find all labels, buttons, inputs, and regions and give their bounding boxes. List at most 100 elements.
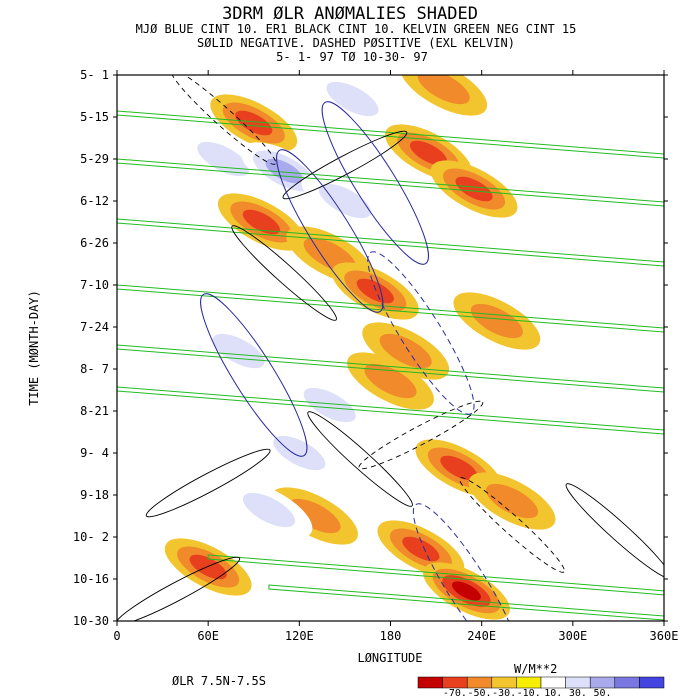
colorbar-level-label: 10. [544,688,562,699]
kelvin-contour [268,584,664,621]
anomaly-blob [347,352,434,410]
anomaly-level [288,498,341,534]
y-tick-label: 10-16 [73,572,109,586]
mjo-contour [200,293,308,457]
x-tick-label: 300E [558,629,587,643]
anomaly-level [273,435,326,471]
anomaly-level [189,554,227,580]
colorbar-swatch [466,676,493,689]
y-tick-label: 8-21 [80,404,109,418]
footer-region-label: ØLR 7.5N-7.5S [172,674,266,688]
colorbar-level-label: -50. [467,688,491,699]
er1-contour [170,75,277,165]
anomaly-blob [225,481,313,539]
kelvin-contour [117,386,664,435]
colorbar-level-label: -70. [443,688,467,699]
colorbar-level-label: 50. [593,688,611,699]
chart-subtitle-3: 5- 1- 97 TØ 10-30- 97 [276,50,428,64]
anomaly-blob [210,94,298,152]
er1-contour [231,225,337,321]
y-tick-label: 6-26 [80,236,109,250]
anomaly-level [235,110,273,136]
er1-contour [565,483,664,579]
x-tick-label: 120E [285,629,314,643]
anomaly-level [356,278,394,304]
anomaly-blob [309,75,396,128]
anomaly-blob [286,376,374,434]
anomaly-level [303,387,356,423]
anomaly-blob [559,226,647,284]
colorbar-level-label: -30. [492,688,516,699]
x-axis-label: LØNGITUDE [357,651,422,665]
anomaly-level [440,455,478,481]
y-axis-label: TIME (MØNTH-DAY) [27,290,41,406]
colorbar-level-label: -10. [517,688,541,699]
y-tick-label: 9-18 [80,488,109,502]
anomaly-level [379,333,432,369]
mjo-contour [367,251,475,415]
mjo-contour [412,503,521,621]
chart-subtitle-1: MJØ BLUE CINT 10. ER1 BLACK CINT 10. KEL… [136,22,577,36]
colorbar-swatch [639,676,665,689]
anomaly-level [242,209,280,235]
colorbar-swatch [589,676,616,689]
anomaly-level [318,183,371,219]
chart-title: 3DRM ØLR ANØMALIES SHADED [222,4,478,24]
er1-contour [307,411,413,507]
er1-contour [459,477,565,573]
y-tick-label: 5- 1 [80,68,109,82]
anomaly-blob [331,262,419,320]
anomaly-level [409,140,448,166]
kelvin-contour [117,110,664,159]
anomaly-blob [468,472,556,530]
colorbar-swatch [565,676,591,689]
plot-area [117,75,664,621]
anomaly-level [451,581,481,601]
y-tick-label: 10- 2 [73,530,109,544]
anomaly-blob [362,322,450,380]
y-tick-label: 5-29 [80,152,109,166]
mjo-contour [276,149,384,313]
anomaly-level [326,81,379,117]
er1-contour [282,130,408,200]
x-tick-label: 60E [197,629,219,643]
anomaly-level [486,483,539,519]
colorbar-level-label: 30. [569,688,587,699]
y-tick-label: 6-12 [80,194,109,208]
kelvin-contour [207,554,664,596]
anomaly-level [559,226,647,284]
anomaly-level [470,303,523,339]
anomaly-blob [400,75,488,116]
kelvin-contour [117,158,664,207]
colorbar-swatch [540,676,566,689]
anomaly-level [197,141,250,177]
anomaly-blob [430,160,518,218]
kelvin-contour [117,218,664,267]
kelvin-contour [117,344,664,393]
colorbar-swatch [614,676,640,689]
x-tick-label: 240E [467,629,496,643]
colorbar: -70. -50. -30. -10. 10. 30. 50. [417,676,665,699]
y-tick-label: 5-15 [80,110,109,124]
anomaly-level [455,176,493,202]
anomaly-level [402,536,440,562]
y-tick-label: 7-24 [80,320,109,334]
anomaly-level [242,492,295,528]
anomaly-shading [117,75,647,620]
anomaly-level [364,363,417,399]
y-axis-ticks: 5- 1 5-15 5-29 6-12 6-26 7-10 7-24 8- 7 8-21 9- 4… [73,68,668,628]
x-tick-label: 180 [380,629,402,643]
x-tick-label: 360E [650,629,679,643]
mjo-contour [321,101,429,265]
x-tick-label: 0 [113,629,120,643]
y-tick-label: 8- 7 [80,362,109,376]
colorbar-swatch [442,676,468,689]
y-tick-label: 9- 4 [80,446,109,460]
chart-subtitle-2: SØLID NEGATIVE. DASHED PØSITIVE (EXL KEL… [197,36,515,50]
wave-contours [117,75,664,621]
anomaly-blob [255,424,343,482]
anomaly-blob [453,292,541,350]
colorbar-swatch [491,676,517,689]
anomaly-blob [164,538,252,596]
